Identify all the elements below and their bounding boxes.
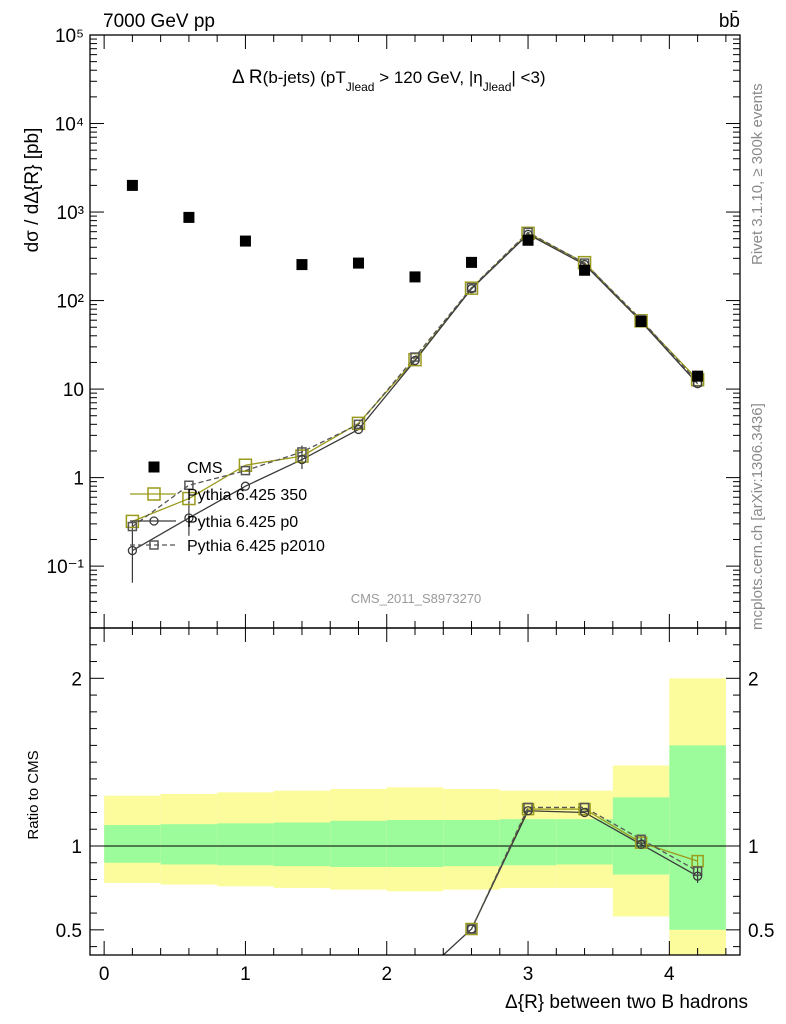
ratio-point-pythia-p2010: [636, 834, 646, 845]
point-pythia-p2010: [410, 352, 420, 362]
legend-marker-p0: [149, 516, 159, 526]
ratio-y-tick-label-right: 2: [748, 669, 759, 690]
title-part-e: Jlead: [483, 80, 512, 94]
y-tick-label: 10³: [57, 203, 84, 224]
main-ylabel: dσ / dΔ{R} [pb]: [22, 128, 43, 253]
main-markers: [125, 179, 705, 583]
point-cms: [183, 211, 195, 223]
axes: 0 1 2 3 4 10⁵ 10⁴ 10³ 10² 10 1 10⁻¹ 0.5 0.5 1 1 2 2: [47, 26, 775, 985]
ratio-point-pythia-p0: [692, 871, 703, 881]
point-pythia-p2010: [240, 465, 251, 476]
y-tick-label: 10⁻¹: [47, 557, 85, 578]
band-inner: [160, 824, 218, 865]
ratio-y-tick-label-right: 1: [748, 837, 759, 858]
ratio-point-pythia-p0: [523, 806, 533, 816]
point-pythia-p0: [184, 513, 194, 523]
site-note: mcplots.cern.ch [arXiv:1306.3436]: [749, 403, 766, 630]
point-cms: [409, 271, 421, 283]
y-tick-label: 10²: [57, 292, 84, 313]
point-pythia-p0: [353, 424, 364, 435]
band-inner: [556, 819, 613, 865]
legend-label: Pythia 6.425 p2010: [187, 538, 325, 555]
point-pythia-p0: [127, 545, 138, 556]
point-pythia-p2010: [127, 521, 138, 532]
point-pythia-p2010: [184, 480, 194, 490]
x-tick-label: 4: [664, 964, 675, 985]
point-cms: [296, 259, 308, 271]
ratio-y-tick-label: 1: [71, 837, 82, 858]
point-pythia-p0: [240, 481, 251, 491]
legend-marker-cms: [148, 461, 160, 473]
title-part-a: Δ R: [232, 67, 263, 88]
point-cms: [692, 370, 704, 382]
point-pythia-350: [238, 458, 253, 472]
point-pythia-p0: [466, 284, 477, 294]
band-inner: [104, 825, 161, 863]
legend-label: CMS: [187, 460, 223, 477]
energy-label: 7000 GeV pp: [103, 11, 215, 32]
band-inner: [443, 820, 500, 867]
band-inner: [273, 822, 331, 867]
title-part-f: | <3): [511, 68, 545, 87]
point-pythia-p0: [297, 454, 307, 465]
title-part-d: > 120 GeV, |η: [374, 68, 482, 87]
ratio-point-pythia-p2010: [523, 802, 533, 813]
ratio-point-pythia-350: [465, 922, 478, 936]
y-tick-label: 1: [73, 469, 84, 490]
ratio-point-pythia-p0: [579, 807, 590, 818]
ratio-y-tick-label-right: 0.5: [748, 921, 774, 942]
band-inner: [669, 745, 726, 930]
y-tick-label: 10⁴: [55, 115, 84, 136]
point-pythia-p2010: [353, 419, 364, 430]
point-cms: [522, 234, 534, 246]
band-inner: [499, 819, 557, 866]
main-title: Δ R(b-jets) (pTJlead > 120 GeV, |ηJlead|…: [232, 67, 546, 94]
ratio-point-pythia-p0: [636, 839, 646, 849]
point-pythia-350: [351, 416, 366, 431]
legend-label: Pythia 6.425 350: [187, 487, 307, 504]
point-pythia-350: [182, 491, 196, 506]
ratio-point-pythia-p0: [466, 924, 477, 934]
ratio-ylabel: Ratio to CMS: [25, 750, 42, 839]
title-part-c: Jlead: [346, 80, 375, 94]
legend-marker-350: [147, 487, 161, 501]
process-label: bb̄: [719, 11, 740, 32]
point-cms: [239, 235, 251, 247]
ratio-point-pythia-p2010: [579, 802, 590, 813]
x-tick-label: 3: [523, 964, 534, 985]
point-cms: [352, 257, 364, 269]
ratio-bands: [90, 678, 740, 955]
band-inner: [330, 820, 387, 867]
point-pythia-p0: [410, 355, 420, 366]
legend: CMS Pythia 6.425 350 Pythia 6.425 p0 Pythia…: [130, 460, 325, 555]
title-part-b: (b-jets) (pT: [263, 68, 346, 87]
point-pythia-350: [295, 449, 309, 463]
x-tick-label: 1: [240, 964, 251, 985]
ratio-line-pythia-p2010: [470, 806, 698, 930]
ratio-point-pythia-p2010: [692, 866, 703, 876]
x-tick-label: 0: [99, 964, 110, 985]
x-tick-label: 2: [381, 964, 392, 985]
analysis-id: CMS_2011_S8973270: [351, 591, 482, 606]
ratio-xlabel: Δ{R} between two B hadrons: [505, 992, 748, 1013]
point-cms: [579, 264, 591, 276]
legend-label: Pythia 6.425 p0: [187, 514, 298, 531]
y-tick-label: 10: [63, 380, 84, 401]
legend-marker-p2010: [149, 540, 159, 550]
point-cms: [466, 256, 478, 268]
ratio-markers: [465, 802, 704, 936]
point-cms: [635, 316, 647, 328]
band-inner: [386, 820, 444, 867]
rivet-note: Rivet 3.1.10, ≥ 300k events: [749, 83, 766, 265]
band-inner: [217, 823, 274, 866]
y-tick-label: 10⁵: [55, 26, 84, 47]
point-cms: [126, 179, 138, 191]
ratio-y-tick-label: 0.5: [56, 921, 82, 942]
point-pythia-350: [464, 281, 479, 295]
ratio-y-tick-label: 2: [71, 669, 82, 690]
